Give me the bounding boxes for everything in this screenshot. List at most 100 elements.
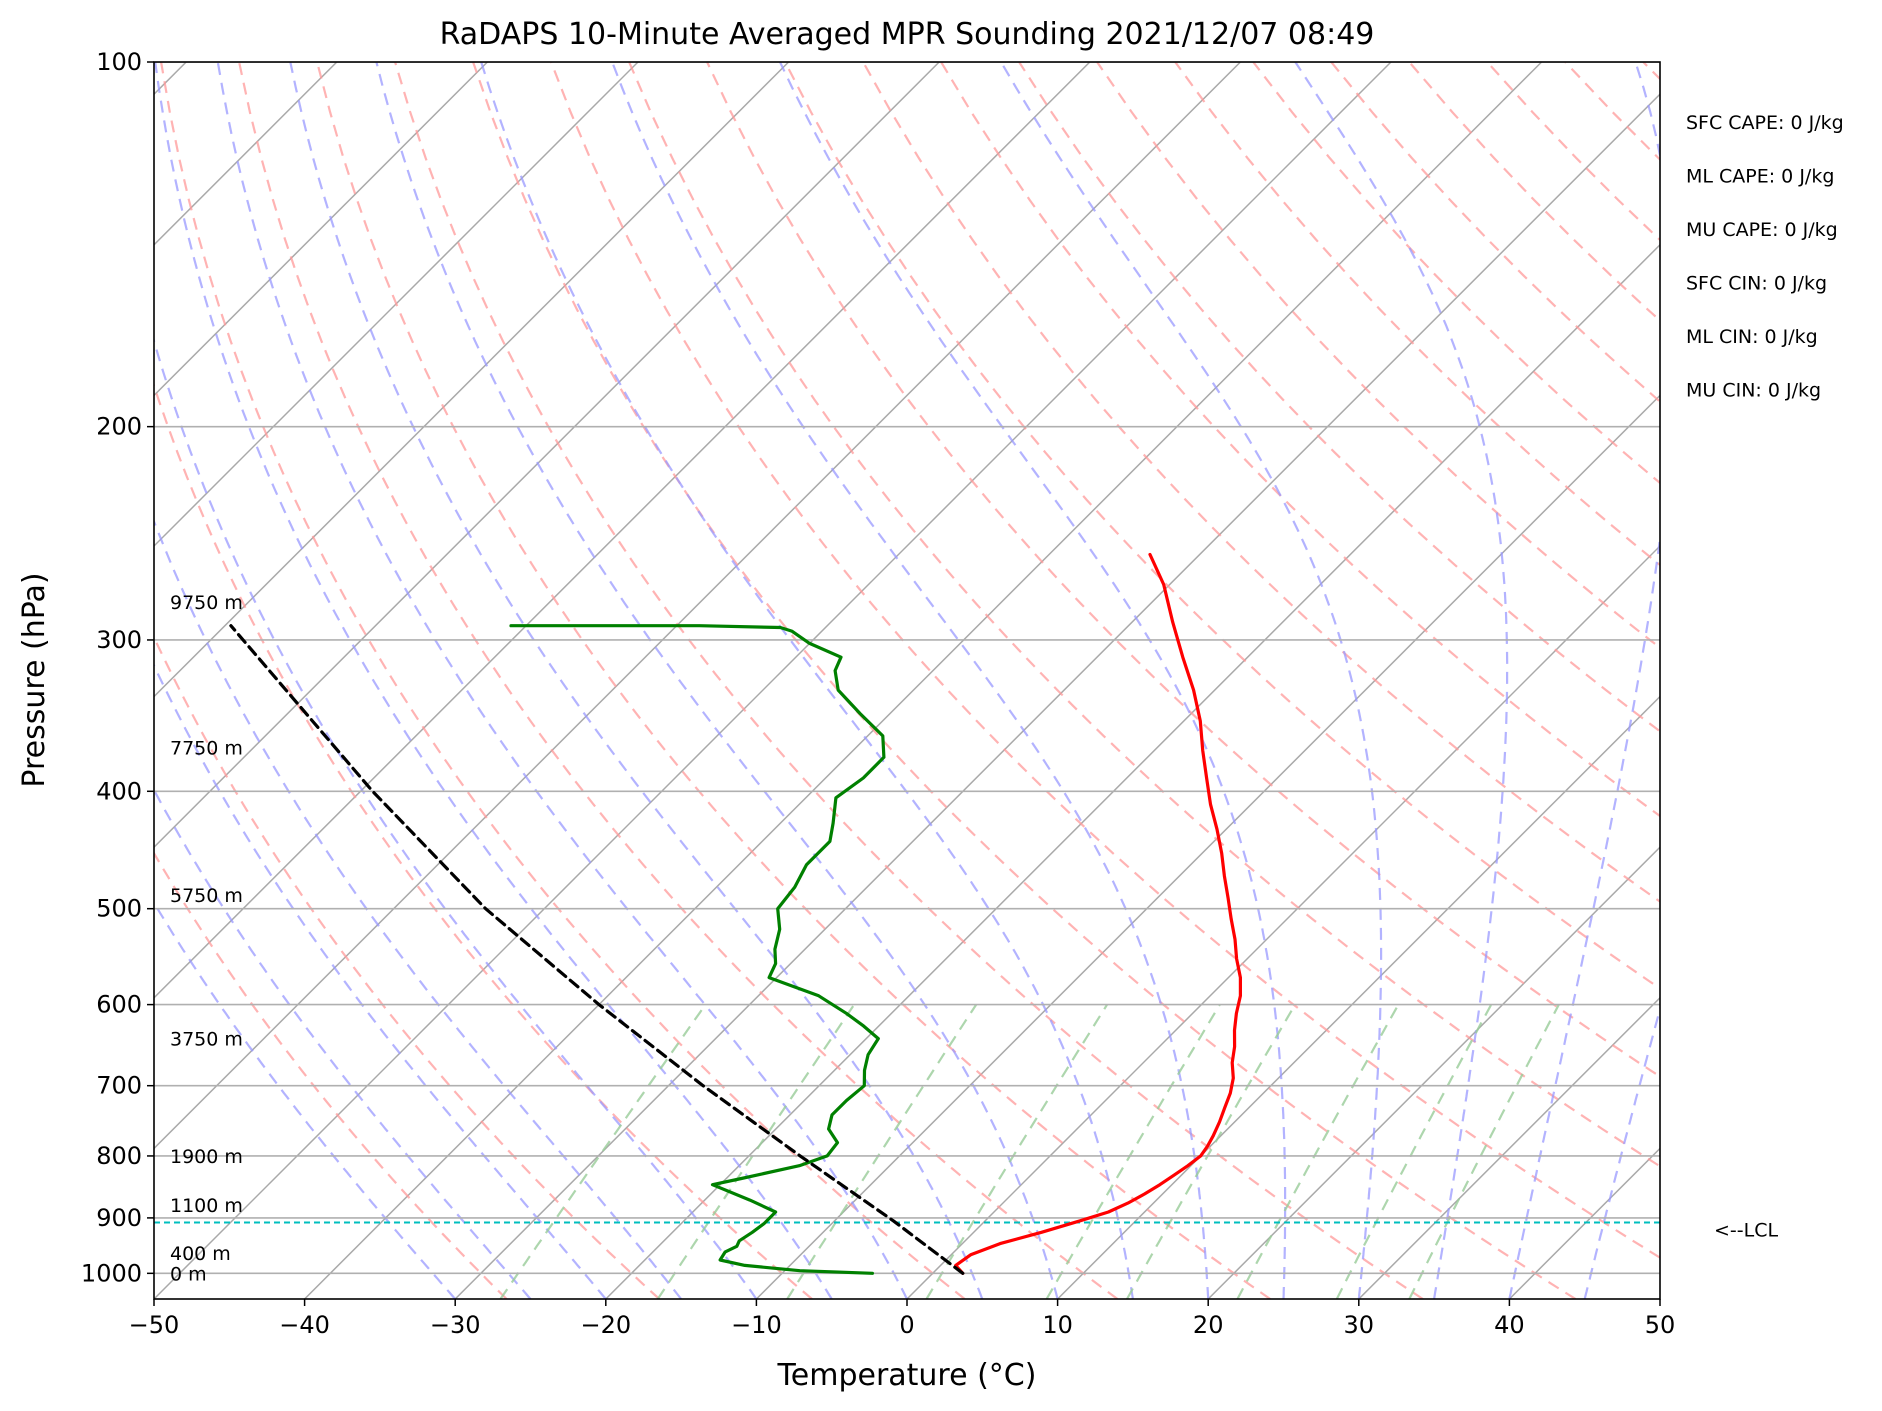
moist-adiabat-line [779, 62, 1287, 1299]
moist-adiabat-line [1000, 62, 1383, 1299]
dry-adiabat-line [238, 62, 1119, 1299]
mixing-ratio-line [1236, 1004, 1400, 1299]
y-tick-label: 300 [96, 626, 142, 654]
moist-adiabat-line [154, 518, 682, 1299]
x-tick-label: −40 [279, 1311, 330, 1339]
isotherm-line [154, 62, 639, 548]
moist-adiabat-line [1294, 62, 1509, 1299]
dry-adiabat-line [1018, 62, 1660, 733]
y-tick-label: 900 [96, 1204, 142, 1232]
x-tick-label: 0 [899, 1311, 914, 1339]
moist-adiabat-line [154, 337, 758, 1299]
altitude-label: 3750 m [170, 1029, 243, 1051]
dry-adiabat-line [316, 62, 1271, 1299]
isotherm-line [154, 62, 940, 849]
dry-adiabat-line [1486, 62, 1660, 242]
x-axis-title: Temperature (°C) [777, 1358, 1037, 1393]
isotherm-line [755, 394, 1660, 1299]
x-tick-label: 10 [1042, 1311, 1073, 1339]
dry-adiabat-line [628, 62, 1660, 1168]
dry-adiabat-line [862, 62, 1660, 903]
isotherm-line [1207, 846, 1660, 1299]
dry-adiabat-line [1642, 62, 1660, 81]
moist-adiabat-line [1508, 62, 1660, 1299]
isotherm-line [154, 62, 488, 397]
y-tick-label: 100 [96, 48, 142, 76]
pressure-gridlines [154, 62, 1660, 1275]
x-tick-label: −10 [731, 1311, 782, 1339]
mixing-ratio-line [1126, 1004, 1297, 1299]
isotherm-line [1811, 62, 1882, 1299]
dry-adiabat-line [1564, 62, 1660, 162]
dry-adiabat-line [1721, 62, 1882, 1299]
sounding-traces [154, 552, 1660, 1275]
y-tick-label: 1000 [81, 1259, 142, 1287]
altitude-label: 1100 m [170, 1195, 243, 1217]
parameter-text: MU CAPE: 0 J/kg [1686, 219, 1838, 241]
y-tick-label: 200 [96, 413, 142, 441]
altitude-label: 1900 m [170, 1146, 243, 1168]
x-tick-label: −30 [430, 1311, 481, 1339]
moist-adiabat-line [154, 662, 607, 1299]
isotherm-line [154, 62, 1241, 1150]
x-tick-label: 20 [1193, 1311, 1224, 1339]
dry-adiabat-line [472, 62, 1577, 1299]
dry-adiabat-line [940, 62, 1660, 818]
isotherm-line [304, 62, 1543, 1299]
x-tick-label: 30 [1344, 1311, 1375, 1339]
moist-adiabat-line [154, 900, 457, 1299]
mixing-ratio-line [1335, 1004, 1493, 1299]
dry-adiabat-line [1252, 62, 1660, 485]
parameter-text: ML CIN: 0 J/kg [1686, 326, 1818, 348]
background-lines [154, 62, 1882, 1299]
dry-adiabat-line [550, 62, 1660, 1259]
moist-adiabat-line [289, 62, 984, 1299]
x-tick-label: −20 [580, 1311, 631, 1339]
moist-adiabat-line [154, 787, 532, 1299]
parcel-trace [229, 624, 965, 1275]
altitude-label: 400 m [170, 1243, 231, 1265]
mixing-ratio-line [1408, 1004, 1560, 1299]
dewpoint-trace [509, 624, 886, 1275]
altitude-label: 0 m [170, 1263, 207, 1285]
y-tick-label: 600 [96, 991, 142, 1019]
x-axis-ticks: −50 −40 −30 −20 −10 0 10 20 30 40 50 [129, 1299, 1676, 1339]
mixing-ratio-line [499, 1003, 707, 1299]
mixing-ratio-line [786, 1003, 978, 1299]
dry-adiabat-line [1408, 62, 1660, 322]
moist-adiabat-line [480, 62, 1134, 1299]
mixing-ratio-line [656, 1003, 856, 1299]
dry-adiabat-line [784, 62, 1660, 990]
isotherm-line [454, 93, 1660, 1299]
dry-adiabat-line [160, 62, 966, 1299]
lcl-label: <--LCL [1714, 1220, 1778, 1242]
altitude-label: 7750 m [170, 737, 243, 759]
chart-title: RaDAPS 10-Minute Averaged MPR Sounding 2… [440, 17, 1375, 52]
dry-adiabat-line [706, 62, 1660, 1078]
isotherm-line [1508, 1147, 1660, 1299]
dry-adiabat-line [1096, 62, 1660, 650]
isotherm-line [906, 544, 1660, 1299]
isotherm-line [605, 243, 1660, 1299]
x-tick-label: 50 [1645, 1311, 1676, 1339]
y-tick-label: 800 [96, 1142, 142, 1170]
dry-adiabat-line [1330, 62, 1660, 404]
parameter-text: MU CIN: 0 J/kg [1686, 380, 1821, 402]
y-tick-label: 500 [96, 895, 142, 923]
parameter-text: SFC CAPE: 0 J/kg [1686, 112, 1844, 134]
altitude-label: 9750 m [170, 592, 243, 614]
temperature-trace [954, 552, 1243, 1275]
parameter-text: ML CAPE: 0 J/kg [1686, 166, 1834, 188]
isotherm-line [1659, 1297, 1660, 1299]
x-tick-label: 40 [1494, 1311, 1525, 1339]
isotherm-line [154, 62, 1091, 999]
dry-adiabat-line [1174, 62, 1660, 567]
mixing-ratio-line [1045, 1004, 1221, 1299]
x-tick-label: −50 [129, 1311, 180, 1339]
y-axis-title: Pressure (hPa) [17, 572, 52, 787]
isotherm-line [154, 62, 790, 698]
y-tick-label: 400 [96, 777, 142, 805]
altitude-label: 5750 m [170, 885, 243, 907]
